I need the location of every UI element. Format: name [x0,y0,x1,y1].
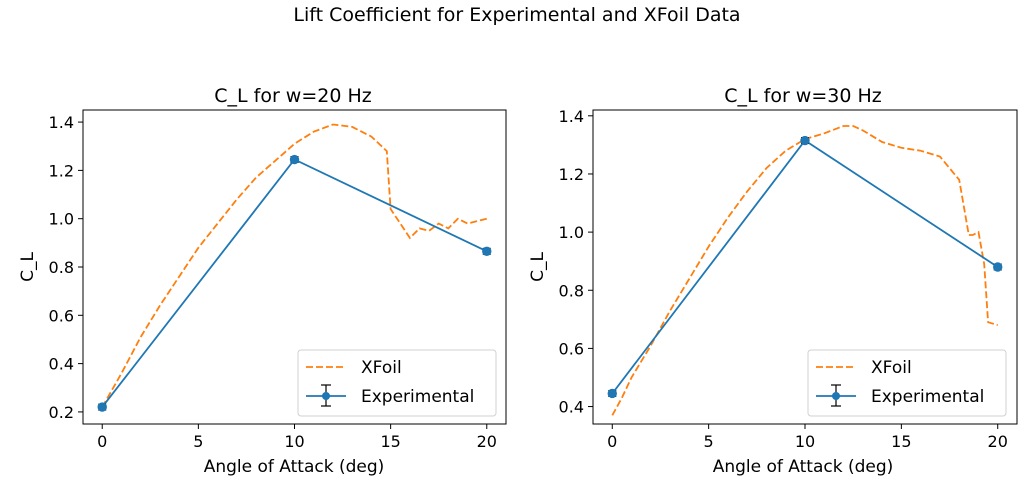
series-group [607,125,1003,416]
legend-box [807,349,1007,417]
experimental-point [289,154,300,165]
chart-w30: C_L for w=30 Hz 0 5 10 15 20 0.4 0.6 0.8 1.0 1.2 1… [528,85,1018,477]
x-axis-label: Angle of Attack (deg) [713,457,894,477]
axis-ticks: 0 5 10 15 20 0.2 0.4 0.6 0.8 1.0 1.2 1.4 [49,113,497,451]
y-tick-label: 0.6 [559,339,584,358]
x-tick-label: 10 [284,432,304,451]
experimental-point [993,262,1003,272]
series-group [97,123,492,412]
x-axis-label: Angle of Attack (deg) [204,457,385,477]
y-tick-label: 1.0 [49,210,74,229]
figure-title: Lift Coefficient for Experimental and XF… [293,4,740,26]
x-tick-label: 15 [380,432,400,451]
experimental-point [482,246,492,257]
y-tick-label: 0.8 [49,258,74,277]
plot-frame [82,109,507,425]
y-axis-label: C_L [18,252,38,282]
legend-exp-label: Experimental [871,387,984,407]
xfoil-series-line [101,123,488,408]
y-tick-label: 1.2 [559,165,584,184]
x-tick-label: 20 [988,432,1008,451]
x-tick-label: 5 [704,432,714,451]
chart-w20: C_L for w=20 Hz 0 5 10 15 20 0.2 0.4 0.6 0.8 1.0 1… [18,85,507,477]
legend-exp-marker [322,392,330,400]
x-tick-label: 10 [795,432,815,451]
y-tick-label: 1.2 [49,161,74,180]
y-tick-label: 1.0 [559,223,584,242]
legend-box [297,349,497,417]
chart-title: C_L for w=30 Hz [724,85,882,107]
plot-frame [592,109,1018,425]
legend-xfoil-label: XFoil [871,358,912,378]
y-tick-label: 0.8 [559,281,584,300]
legend-exp-label: Experimental [361,387,474,407]
experimental-point [97,402,107,412]
x-tick-label: 15 [891,432,911,451]
legend-exp-marker [832,392,840,400]
experimental-point [800,135,810,146]
y-tick-label: 0.4 [559,398,584,417]
x-tick-label: 5 [193,432,203,451]
experimental-point [607,388,617,399]
xfoil-series-line [611,125,998,416]
chart-title: C_L for w=20 Hz [214,85,372,107]
legend-xfoil-label: XFoil [361,358,402,378]
x-tick-label: 0 [607,432,617,451]
x-tick-label: 0 [97,432,107,451]
y-tick-label: 1.4 [49,113,74,132]
x-tick-label: 20 [477,432,497,451]
legend: XFoil Experimental [297,349,497,417]
y-tick-label: 1.4 [559,107,584,126]
legend: XFoil Experimental [807,349,1007,417]
y-tick-label: 0.2 [49,403,74,422]
y-tick-label: 0.4 [49,355,74,374]
y-axis-label: C_L [528,252,548,282]
axis-ticks: 0 5 10 15 20 0.4 0.6 0.8 1.0 1.2 1.4 [559,107,1008,451]
y-tick-label: 0.6 [49,306,74,325]
